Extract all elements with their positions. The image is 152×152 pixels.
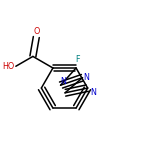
Text: N: N [60, 77, 66, 86]
Text: N: N [91, 88, 97, 97]
Text: F: F [76, 55, 80, 64]
Text: HO: HO [3, 62, 15, 71]
Text: N: N [83, 73, 89, 82]
Text: O: O [33, 27, 40, 36]
